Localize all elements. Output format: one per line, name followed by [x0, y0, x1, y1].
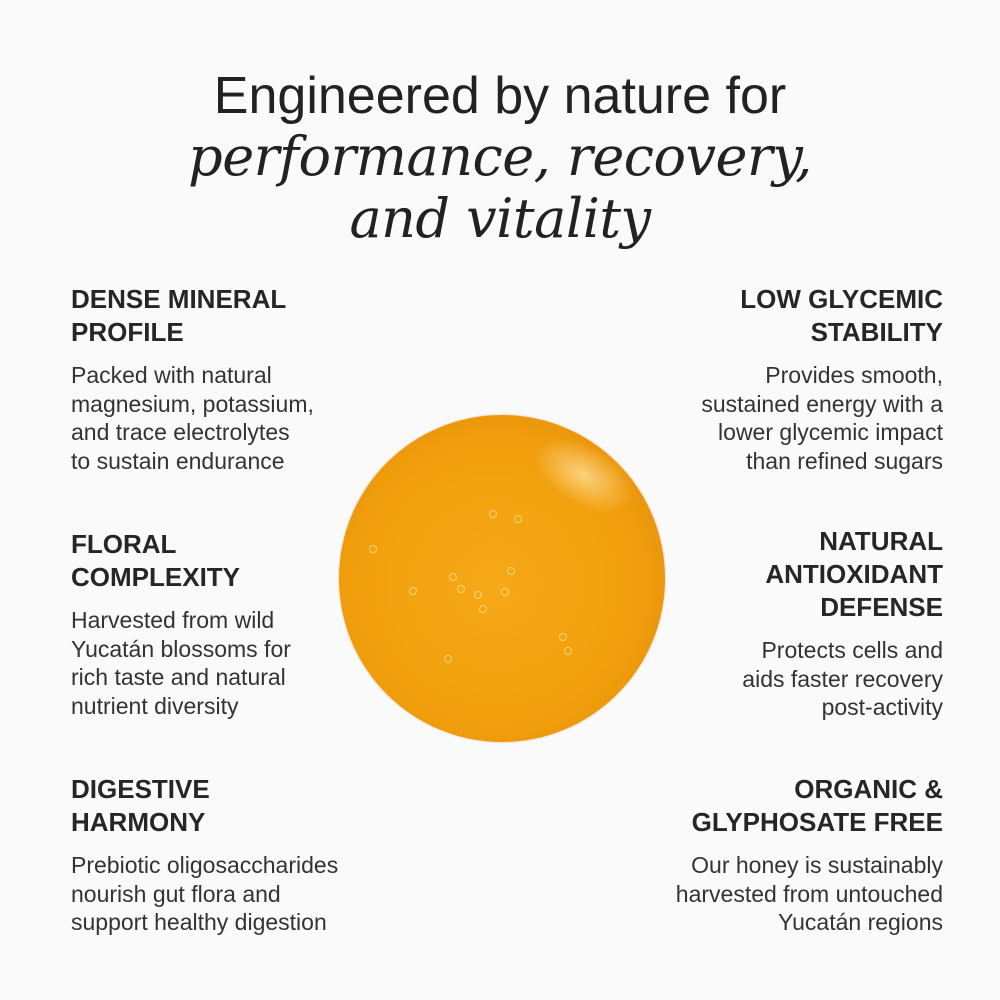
- feature-floral-complexity: FLORAL COMPLEXITY Harvested from wild Yu…: [71, 528, 401, 720]
- bubble: [507, 567, 515, 575]
- bubble: [564, 647, 572, 655]
- feature-body: Provides smooth, sustained energy with a…: [701, 362, 943, 474]
- headline-italic: performance, recovery, and vitality: [0, 126, 1000, 250]
- feature-low-glycemic-stability: LOW GLYCEMIC STABILITY Provides smooth, …: [613, 283, 943, 475]
- feature-title: LOW GLYCEMIC STABILITY: [740, 284, 943, 347]
- bubble: [479, 605, 487, 613]
- bubble: [444, 655, 452, 663]
- bubble: [457, 585, 465, 593]
- feature-title: NATURAL ANTIOXIDANT DEFENSE: [765, 526, 943, 622]
- bubble: [449, 573, 457, 581]
- feature-organic-glyphosate-free: ORGANIC & GLYPHOSATE FREE Our honey is s…: [613, 773, 943, 937]
- feature-dense-mineral-profile: DENSE MINERAL PROFILE Packed with natura…: [71, 283, 401, 475]
- feature-title: DENSE MINERAL PROFILE: [71, 284, 287, 347]
- bubble: [369, 545, 377, 553]
- honey-drop-image: [339, 415, 665, 742]
- bubble: [501, 588, 509, 596]
- feature-digestive-harmony: DIGESTIVE HARMONY Prebiotic oligosacchar…: [71, 773, 401, 937]
- feature-title: FLORAL COMPLEXITY: [71, 529, 241, 592]
- feature-body: Packed with natural magnesium, potassium…: [71, 362, 314, 474]
- bubble: [474, 591, 482, 599]
- feature-title: DIGESTIVE HARMONY: [71, 774, 210, 837]
- headline-line-2: performance, recovery,: [188, 125, 812, 188]
- headline-line-1: Engineered by nature for: [213, 67, 787, 125]
- feature-title: ORGANIC & GLYPHOSATE FREE: [691, 774, 943, 837]
- headline-line-3: and vitality: [349, 187, 651, 250]
- bubble: [559, 633, 567, 641]
- feature-body: Our honey is sustainably harvested from …: [675, 852, 943, 935]
- feature-body: Protects cells and aids faster recovery …: [742, 637, 943, 720]
- feature-body: Prebiotic oligosaccharides nourish gut f…: [71, 852, 339, 935]
- feature-natural-antioxidant-defense: NATURAL ANTIOXIDANT DEFENSE Protects cel…: [613, 525, 943, 722]
- feature-body: Harvested from wild Yucatán blossoms for…: [71, 607, 291, 719]
- bubble: [409, 587, 417, 595]
- bubble: [489, 510, 497, 518]
- bubble: [514, 515, 522, 523]
